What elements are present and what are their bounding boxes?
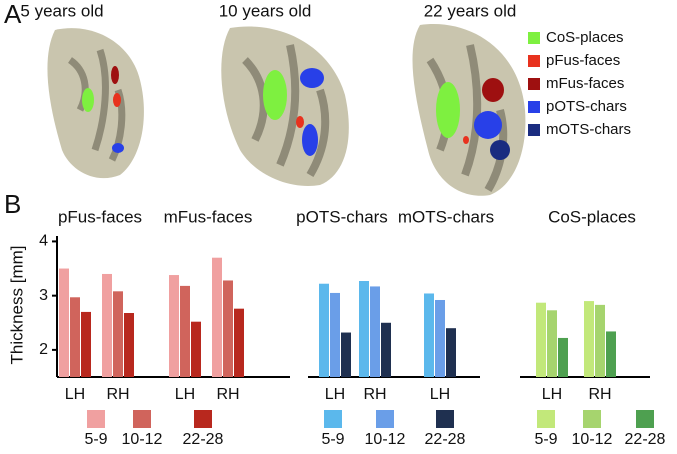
- bar: [124, 313, 134, 377]
- bar: [70, 297, 80, 377]
- x-tick-label: LH: [542, 386, 562, 403]
- legend-label: 22-28: [625, 431, 666, 448]
- bar: [584, 301, 594, 377]
- chart-title: mOTS-chars: [398, 207, 494, 226]
- y-tick-label: 2: [39, 341, 48, 358]
- legend-swatch: [133, 410, 151, 428]
- brain-22: [412, 24, 526, 196]
- legend-swatch: [537, 410, 555, 428]
- bar: [359, 281, 369, 377]
- legend-label: 22-28: [425, 431, 466, 448]
- bar: [234, 308, 244, 377]
- bar: [180, 285, 190, 377]
- bar: [102, 273, 112, 377]
- x-tick-label: LH: [65, 386, 85, 403]
- x-tick-label: RH: [588, 386, 611, 403]
- bar: [381, 322, 391, 377]
- x-tick-label: LH: [430, 386, 450, 403]
- y-tick-label: 3: [39, 287, 48, 304]
- bar: [370, 286, 380, 377]
- legend-label: mOTS-chars: [546, 121, 631, 138]
- chart-title: pFus-faces: [58, 207, 142, 226]
- bar: [113, 291, 123, 377]
- legend-swatch: [194, 410, 212, 428]
- x-tick-label: LH: [175, 386, 195, 403]
- bar: [223, 280, 233, 377]
- chart-title: pOTS-chars: [296, 207, 388, 226]
- legend-swatch: [528, 101, 540, 113]
- legend-label: CoS-places: [546, 29, 624, 46]
- legend-swatch: [528, 124, 540, 136]
- legend-label: 10-12: [572, 431, 613, 448]
- brain-5: [47, 28, 144, 179]
- bar: [59, 268, 69, 377]
- age-label: 5 years old: [20, 1, 103, 20]
- chart-title: mFus-faces: [164, 207, 253, 226]
- legend-swatch: [324, 410, 342, 428]
- legend-label: 10-12: [122, 431, 163, 448]
- bar: [536, 302, 546, 377]
- legend-label: mFus-faces: [546, 75, 624, 92]
- legend-swatch: [528, 55, 540, 67]
- bar: [341, 332, 351, 377]
- bar: [547, 310, 557, 377]
- x-tick-label: RH: [363, 386, 386, 403]
- legend-label: 5-9: [534, 431, 557, 448]
- panel-label: B: [4, 189, 21, 219]
- legend-swatch: [583, 410, 601, 428]
- legend-label: 5-9: [84, 431, 107, 448]
- bar: [446, 328, 456, 377]
- bar: [424, 293, 434, 377]
- bar: [212, 257, 222, 377]
- chart-title: CoS-places: [548, 207, 636, 226]
- legend-swatch: [436, 410, 454, 428]
- age-label: 10 years old: [219, 1, 312, 20]
- bar: [169, 275, 179, 377]
- legend-label: pFus-faces: [546, 52, 620, 69]
- bar: [81, 311, 91, 377]
- legend-label: 22-28: [183, 431, 224, 448]
- x-tick-label: LH: [325, 386, 345, 403]
- y-tick-label: 4: [39, 233, 48, 250]
- bar: [606, 331, 616, 377]
- legend-label: 5-9: [321, 431, 344, 448]
- legend-swatch: [376, 410, 394, 428]
- panel-label: A: [4, 0, 22, 29]
- bar: [595, 304, 605, 377]
- x-tick-label: RH: [106, 386, 129, 403]
- bar: [319, 283, 329, 377]
- legend-swatch: [87, 410, 105, 428]
- legend-swatch: [636, 410, 654, 428]
- brain-10: [221, 26, 349, 186]
- legend-label: 10-12: [365, 431, 406, 448]
- bar: [435, 299, 445, 377]
- bar: [558, 337, 568, 377]
- y-axis-label: Thickness [mm]: [7, 245, 26, 364]
- x-tick-label: RH: [216, 386, 239, 403]
- age-label: 22 years old: [424, 1, 517, 20]
- legend-label: pOTS-chars: [546, 98, 627, 115]
- legend-swatch: [528, 78, 540, 90]
- bar: [191, 321, 201, 377]
- legend-swatch: [528, 32, 540, 44]
- bar: [330, 292, 340, 377]
